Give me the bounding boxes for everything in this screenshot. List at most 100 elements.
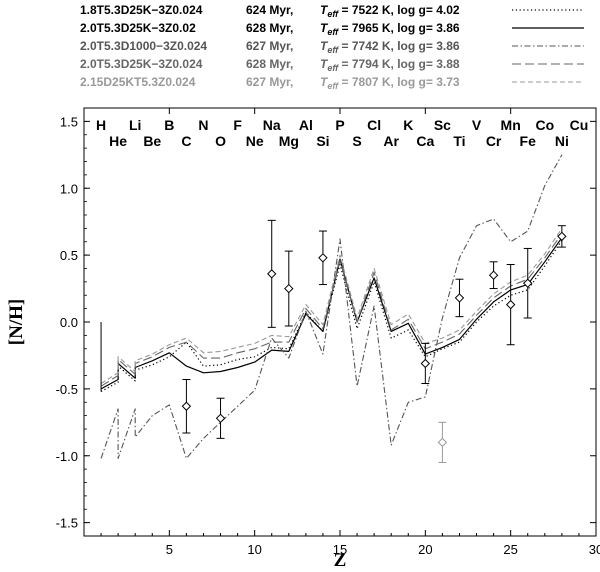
diamond-marker: [267, 269, 277, 279]
observed-points: [181, 219, 567, 463]
legend-params: Teff = 7742 K, log g= 3.86: [320, 39, 460, 55]
element-label: He: [109, 133, 127, 149]
series-line: [100, 237, 563, 390]
y-tick-label: -1.0: [56, 449, 78, 464]
legend-params: Teff = 7522 K, log g= 4.02: [320, 3, 460, 19]
legend-entry: 1.8T5.3D25K−3Z0.024 624 Myr, Teff = 7522 K…: [80, 3, 584, 19]
element-label: V: [472, 117, 482, 133]
element-label: C: [181, 133, 191, 149]
legend-model: 2.15D25KT5.3Z0.024: [80, 75, 196, 89]
element-label: N: [198, 117, 208, 133]
element-label: Mg: [279, 133, 299, 149]
y-tick-label: 1.5: [60, 114, 78, 129]
element-label: Cu: [570, 117, 589, 133]
element-label: Na: [263, 117, 281, 133]
legend-model: 1.8T5.3D25K−3Z0.024: [80, 3, 203, 17]
legend: 1.8T5.3D25K−3Z0.024 624 Myr, Teff = 7522 K…: [80, 3, 584, 91]
element-label: Si: [316, 133, 329, 149]
series-line: [100, 228, 563, 384]
diamond-marker: [437, 437, 448, 448]
element-label: P: [335, 117, 344, 133]
diamond-marker: [215, 413, 226, 424]
legend-entry: 2.0T5.3D25K−3Z0.02 628 Myr, Teff = 7965 K,…: [80, 21, 584, 37]
element-label: F: [233, 117, 242, 133]
element-label: H: [96, 117, 106, 133]
diamond-marker: [523, 278, 533, 288]
observed-point: [454, 278, 465, 318]
legend-age: 627 Myr,: [246, 75, 293, 89]
x-axis-label: Z: [334, 550, 347, 571]
observed-point: [420, 342, 431, 385]
element-label: Ti: [453, 133, 465, 149]
legend-entry: 2.0T5.3D25K−3Z0.024 628 Myr, Teff = 7794 K…: [80, 57, 584, 73]
x-tick-label: 5: [166, 542, 173, 557]
diamond-marker: [420, 358, 431, 369]
diamond-marker: [284, 283, 294, 294]
legend-model: 2.0T5.3D25K−3Z0.02: [80, 21, 196, 35]
observed-point: [505, 263, 516, 346]
legend-model: 2.0T5.3D1000−3Z0.024: [80, 39, 207, 53]
legend-params: Teff = 7965 K, log g= 3.86: [320, 21, 460, 37]
observed-point: [437, 421, 448, 463]
element-label: O: [215, 133, 226, 149]
element-label: Co: [535, 117, 554, 133]
element-label: Cr: [486, 133, 502, 149]
observed-point: [284, 250, 294, 327]
series-line: [100, 240, 563, 393]
x-tick-label: 10: [247, 542, 261, 557]
observed-point: [557, 225, 567, 248]
x-tick-label: 15: [333, 542, 347, 557]
y-tick-label: -0.5: [56, 382, 78, 397]
diamond-marker: [318, 253, 328, 263]
legend-entry: 2.15D25KT5.3Z0.024 627 Myr, Teff = 7807 K,…: [80, 75, 584, 91]
legend-params: Teff = 7807 K, log g= 3.73: [320, 75, 460, 91]
x-tick-label: 30: [589, 542, 600, 557]
observed-point: [181, 379, 192, 434]
y-tick-label: 0.0: [60, 315, 78, 330]
element-labels: H Li B N F Na Al P Cl K Sc V Mn Co Cu He Be C O Ne Mg Si S Ar Ca…: [96, 117, 588, 149]
series-line: [100, 233, 563, 387]
element-label: K: [403, 117, 413, 133]
model-series: [100, 154, 563, 459]
series-line: [100, 154, 563, 459]
observed-point: [523, 247, 533, 319]
x-tick-label: 20: [418, 542, 432, 557]
legend-age: 628 Myr,: [246, 57, 293, 71]
y-tick-label: -1.5: [56, 516, 78, 531]
legend-model: 2.0T5.3D25K−3Z0.024: [80, 57, 203, 71]
observed-point: [215, 397, 226, 439]
y-tick-label: 0.5: [60, 248, 78, 263]
element-label: Fe: [520, 133, 537, 149]
diamond-marker: [488, 270, 499, 280]
plot-frame: [83, 107, 597, 537]
y-axis-label: [N/H]: [6, 299, 27, 345]
legend-age: 628 Myr,: [246, 21, 293, 35]
axis-ticks: 5 10 15 20 25 30 -1.5 -1.0 -0.5 0.0 0.5 1.0 1.5: [56, 108, 600, 557]
observed-point: [267, 219, 277, 328]
element-label: Ca: [416, 133, 434, 149]
diamond-marker: [557, 231, 567, 242]
diamond-marker: [454, 293, 465, 303]
element-label: Ar: [383, 133, 399, 149]
diamond-marker: [181, 401, 192, 411]
element-label: Mn: [501, 117, 521, 133]
y-tick-label: 1.0: [60, 181, 78, 196]
element-label: Al: [299, 117, 313, 133]
element-label: Be: [143, 133, 161, 149]
legend-age: 627 Myr,: [246, 39, 293, 53]
element-label: Ni: [555, 133, 569, 149]
diamond-marker: [505, 299, 516, 310]
element-label: Sc: [434, 117, 451, 133]
legend-age: 624 Myr,: [246, 3, 293, 17]
element-label: Cl: [367, 117, 381, 133]
element-label: B: [164, 117, 174, 133]
element-label: S: [352, 133, 361, 149]
element-label: Li: [129, 117, 141, 133]
legend-entry: 2.0T5.3D1000−3Z0.024 627 Myr, Teff = 7742 …: [80, 39, 584, 55]
observed-point: [488, 261, 499, 290]
element-label: Ne: [246, 133, 264, 149]
x-tick-label: 25: [503, 542, 517, 557]
legend-params: Teff = 7794 K, log g= 3.88: [320, 57, 460, 73]
observed-point: [318, 230, 328, 286]
